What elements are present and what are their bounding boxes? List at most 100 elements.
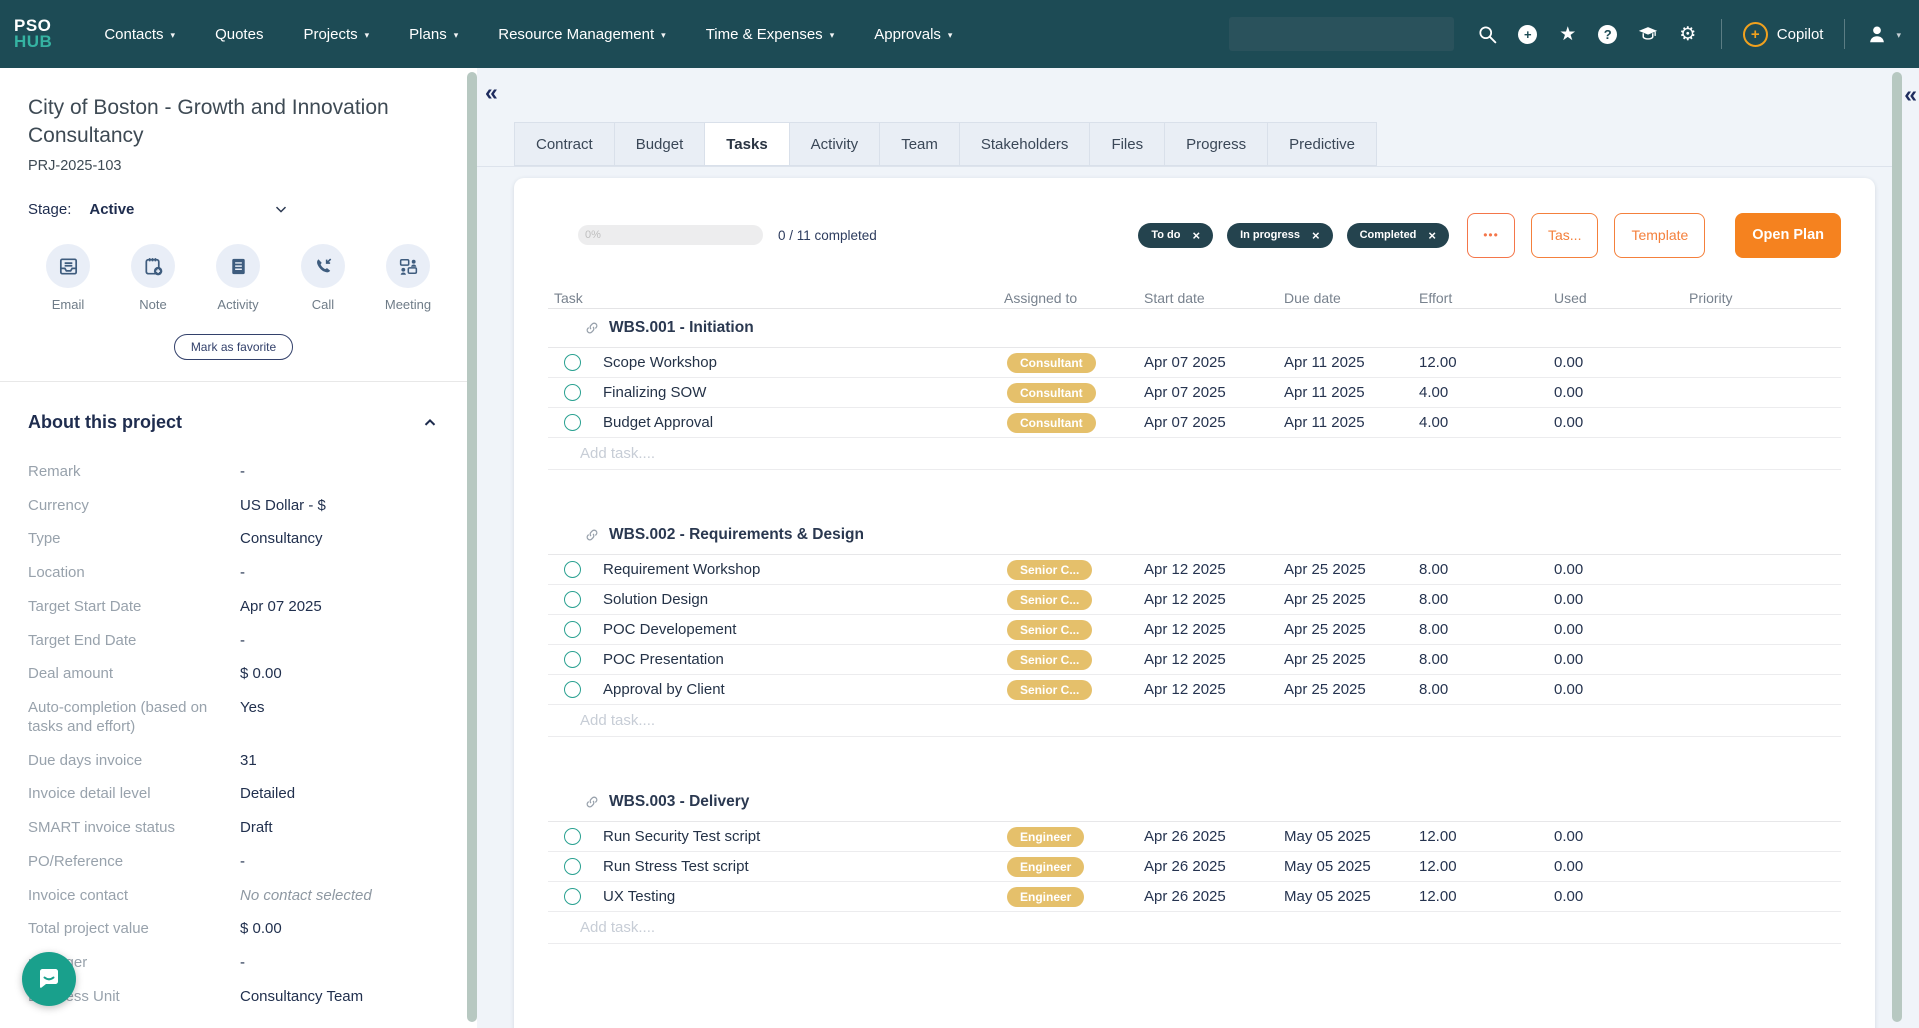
task-checkbox[interactable] [564, 414, 581, 431]
nav-item-time-expenses[interactable]: Time & Expenses ▾ [705, 25, 835, 43]
tab-budget[interactable]: Budget [614, 122, 706, 166]
task-name[interactable]: Budget Approval [603, 414, 714, 431]
nav-item-plans[interactable]: Plans ▾ [409, 25, 459, 43]
assignee-chip[interactable]: Senior C... [1007, 649, 1093, 670]
task-name[interactable]: Run Stress Test script [603, 858, 749, 875]
used-cell[interactable]: 0.00 [1554, 414, 1584, 431]
task-checkbox[interactable] [564, 621, 581, 638]
effort-cell[interactable]: 8.00 [1419, 681, 1449, 698]
start-date-cell[interactable]: Apr 07 2025 [1144, 384, 1226, 401]
due-date-cell[interactable]: May 05 2025 [1284, 828, 1371, 845]
add-task-input[interactable]: Add task.... [548, 438, 1841, 470]
assignee-chip[interactable]: Engineer [1007, 856, 1085, 877]
used-cell[interactable]: 0.00 [1554, 828, 1584, 845]
effort-cell[interactable]: 8.00 [1419, 591, 1449, 608]
task-row[interactable]: Run Stress Test script Engineer Apr 26 2… [548, 852, 1841, 882]
chevron-up-icon[interactable] [421, 414, 439, 432]
task-row[interactable]: POC Developement Senior C... Apr 12 2025… [548, 615, 1841, 645]
main-scrollbar[interactable] [1892, 72, 1902, 1022]
effort-cell[interactable]: 8.00 [1419, 621, 1449, 638]
assignee-chip[interactable]: Senior C... [1007, 559, 1093, 580]
tab-files[interactable]: Files [1090, 122, 1166, 166]
start-date-cell[interactable]: Apr 12 2025 [1144, 681, 1226, 698]
due-date-cell[interactable]: Apr 25 2025 [1284, 621, 1366, 638]
task-checkbox[interactable] [564, 354, 581, 371]
effort-cell[interactable]: 12.00 [1419, 828, 1457, 845]
task-checkbox[interactable] [564, 591, 581, 608]
used-cell[interactable]: 0.00 [1554, 621, 1584, 638]
used-cell[interactable]: 0.00 [1554, 591, 1584, 608]
tasks-button[interactable]: Tas... [1531, 212, 1599, 258]
task-row[interactable]: POC Presentation Senior C... Apr 12 2025… [548, 645, 1841, 675]
start-date-cell[interactable]: Apr 12 2025 [1144, 561, 1226, 578]
nav-item-resource-management[interactable]: Resource Management ▾ [498, 25, 666, 43]
favorites-star-icon[interactable]: ★ [1559, 23, 1577, 45]
due-date-cell[interactable]: May 05 2025 [1284, 858, 1371, 875]
task-row[interactable]: Run Security Test script Engineer Apr 26… [548, 822, 1841, 852]
tab-predictive[interactable]: Predictive [1268, 122, 1377, 166]
meeting-action[interactable]: Meeting [368, 244, 448, 312]
due-date-cell[interactable]: Apr 25 2025 [1284, 561, 1366, 578]
task-row[interactable]: Approval by Client Senior C... Apr 12 20… [548, 675, 1841, 705]
activity-action[interactable]: Activity [198, 244, 278, 312]
used-cell[interactable]: 0.00 [1554, 354, 1584, 371]
start-date-cell[interactable]: Apr 12 2025 [1144, 591, 1226, 608]
task-checkbox[interactable] [564, 681, 581, 698]
effort-cell[interactable]: 12.00 [1419, 858, 1457, 875]
add-task-input[interactable]: Add task.... [548, 705, 1841, 737]
task-row[interactable]: UX Testing Engineer Apr 26 2025 May 05 2… [548, 882, 1841, 912]
start-date-cell[interactable]: Apr 26 2025 [1144, 858, 1226, 875]
task-name[interactable]: Requirement Workshop [603, 561, 761, 578]
task-name[interactable]: Solution Design [603, 591, 709, 608]
task-checkbox[interactable] [564, 858, 581, 875]
task-name[interactable]: Scope Workshop [603, 354, 717, 371]
due-date-cell[interactable]: Apr 11 2025 [1284, 384, 1365, 401]
mark-favorite-button[interactable]: Mark as favorite [173, 334, 294, 361]
tab-tasks[interactable]: Tasks [705, 122, 790, 166]
assignee-chip[interactable]: Senior C... [1007, 619, 1093, 640]
start-date-cell[interactable]: Apr 07 2025 [1144, 414, 1226, 431]
used-cell[interactable]: 0.00 [1554, 384, 1584, 401]
effort-cell[interactable]: 4.00 [1419, 384, 1449, 401]
effort-cell[interactable]: 8.00 [1419, 651, 1449, 668]
tab-activity[interactable]: Activity [789, 122, 881, 166]
nav-item-approvals[interactable]: Approvals ▾ [874, 25, 953, 43]
wbs-section-header[interactable]: WBS.003 - Delivery [548, 783, 1841, 822]
assignee-chip[interactable]: Engineer [1007, 886, 1085, 907]
task-row[interactable]: Budget Approval Consultant Apr 07 2025 A… [548, 408, 1841, 438]
psohub-logo[interactable]: PSO HUB [14, 15, 53, 51]
collapse-right-panel-icon[interactable]: « [1904, 81, 1917, 107]
task-row[interactable]: Scope Workshop Consultant Apr 07 2025 Ap… [548, 348, 1841, 378]
start-date-cell[interactable]: Apr 12 2025 [1144, 651, 1226, 668]
task-row[interactable]: Finalizing SOW Consultant Apr 07 2025 Ap… [548, 378, 1841, 408]
email-action[interactable]: Email [28, 244, 108, 312]
add-task-input[interactable]: Add task.... [548, 912, 1841, 944]
effort-cell[interactable]: 4.00 [1419, 414, 1449, 431]
start-date-cell[interactable]: Apr 26 2025 [1144, 828, 1226, 845]
effort-cell[interactable]: 8.00 [1419, 561, 1449, 578]
assignee-chip[interactable]: Senior C... [1007, 679, 1093, 700]
help-icon[interactable]: ? [1596, 22, 1620, 46]
close-icon[interactable]: × [1428, 227, 1436, 243]
task-name[interactable]: POC Presentation [603, 651, 724, 668]
close-icon[interactable]: × [1311, 227, 1320, 243]
start-date-cell[interactable]: Apr 26 2025 [1144, 888, 1226, 905]
tab-stakeholders[interactable]: Stakeholders [959, 122, 1091, 166]
effort-cell[interactable]: 12.00 [1419, 354, 1457, 371]
assignee-chip[interactable]: Consultant [1007, 352, 1096, 373]
assignee-chip[interactable]: Consultant [1007, 382, 1096, 403]
tab-team[interactable]: Team [880, 122, 960, 166]
task-name[interactable]: UX Testing [603, 888, 676, 905]
effort-cell[interactable]: 12.00 [1419, 888, 1457, 905]
task-checkbox[interactable] [564, 828, 581, 845]
stage-select[interactable]: Stage: Active [28, 200, 290, 218]
used-cell[interactable]: 0.00 [1554, 651, 1584, 668]
sidebar-scrollbar[interactable] [467, 72, 477, 1022]
due-date-cell[interactable]: Apr 25 2025 [1284, 651, 1366, 668]
chat-widget-button[interactable] [22, 952, 76, 1006]
wbs-section-header[interactable]: WBS.001 - Initiation [548, 309, 1841, 348]
assignee-chip[interactable]: Engineer [1007, 826, 1085, 847]
copilot-button[interactable]: + Copilot [1742, 21, 1823, 47]
nav-item-quotes[interactable]: Quotes [215, 25, 264, 43]
open-plan-button[interactable]: Open Plan [1735, 212, 1841, 258]
